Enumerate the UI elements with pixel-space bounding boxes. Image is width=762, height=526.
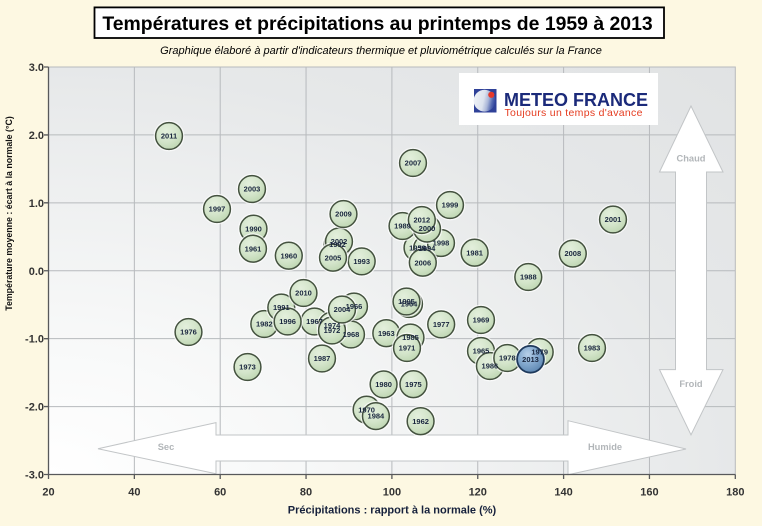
svg-text:1971: 1971	[399, 344, 416, 353]
svg-text:2009: 2009	[335, 210, 352, 219]
svg-text:1960: 1960	[280, 251, 297, 260]
svg-text:1986: 1986	[482, 362, 499, 371]
svg-text:160: 160	[640, 487, 658, 499]
svg-text:1999: 1999	[442, 201, 459, 210]
svg-text:2012: 2012	[413, 216, 430, 225]
svg-text:-1.0: -1.0	[25, 334, 44, 346]
svg-text:2004: 2004	[334, 305, 352, 314]
svg-text:80: 80	[300, 487, 312, 499]
svg-text:1980: 1980	[375, 380, 392, 389]
svg-text:1989: 1989	[394, 222, 411, 231]
svg-text:1998: 1998	[433, 239, 450, 248]
svg-text:1985: 1985	[402, 333, 419, 342]
svg-text:1997: 1997	[209, 205, 226, 214]
svg-text:2002: 2002	[331, 237, 348, 246]
svg-text:1987: 1987	[314, 354, 331, 363]
svg-text:Température moyenne : écart à: Température moyenne : écart à la normale…	[4, 116, 14, 311]
svg-text:2003: 2003	[244, 185, 261, 194]
svg-text:2001: 2001	[605, 215, 622, 224]
svg-text:1963: 1963	[378, 329, 395, 338]
svg-text:1979: 1979	[531, 348, 548, 357]
svg-text:2000: 2000	[419, 224, 436, 233]
svg-text:1990: 1990	[245, 224, 262, 233]
svg-text:40: 40	[128, 487, 140, 499]
svg-text:1996: 1996	[279, 317, 296, 326]
svg-text:1982: 1982	[256, 320, 273, 329]
svg-text:180: 180	[726, 487, 744, 499]
svg-text:140: 140	[554, 487, 572, 499]
svg-text:1984: 1984	[368, 412, 386, 421]
svg-text:2.0: 2.0	[29, 130, 44, 142]
svg-text:2007: 2007	[405, 159, 422, 168]
svg-text:2006: 2006	[414, 258, 431, 267]
svg-text:1964: 1964	[401, 300, 419, 309]
svg-text:1972: 1972	[324, 326, 341, 335]
svg-text:Humide: Humide	[588, 442, 622, 452]
svg-text:Graphique élaboré à partir d'i: Graphique élaboré à partir d'indicateurs…	[160, 45, 602, 57]
svg-text:1983: 1983	[584, 344, 601, 353]
svg-text:-2.0: -2.0	[25, 402, 44, 414]
svg-text:1974: 1974	[324, 321, 342, 330]
svg-text:2008: 2008	[564, 249, 581, 258]
svg-text:1995: 1995	[398, 297, 415, 306]
svg-text:1992: 1992	[329, 240, 346, 249]
svg-text:2013: 2013	[522, 355, 539, 364]
svg-text:1965: 1965	[473, 347, 490, 356]
svg-text:1973: 1973	[239, 363, 256, 372]
svg-text:1975: 1975	[405, 380, 422, 389]
svg-text:60: 60	[214, 487, 226, 499]
svg-text:Précipitations : rapport à la: Précipitations : rapport à la normale (%…	[288, 505, 497, 517]
svg-text:-3.0: -3.0	[25, 470, 44, 482]
svg-text:1966: 1966	[346, 302, 363, 311]
svg-text:100: 100	[383, 487, 401, 499]
svg-text:120: 120	[469, 487, 487, 499]
svg-text:1977: 1977	[433, 320, 450, 329]
svg-text:1976: 1976	[180, 328, 197, 337]
svg-text:Chaud: Chaud	[677, 154, 706, 164]
svg-text:1970: 1970	[358, 405, 375, 414]
svg-text:2005: 2005	[325, 253, 342, 262]
svg-text:Toujours un temps d'avance: Toujours un temps d'avance	[505, 107, 643, 119]
svg-text:1994: 1994	[419, 244, 437, 253]
svg-text:1959: 1959	[409, 243, 426, 252]
svg-text:2010: 2010	[295, 289, 312, 298]
svg-text:1978: 1978	[499, 354, 516, 363]
svg-text:1993: 1993	[353, 257, 370, 266]
svg-text:Sec: Sec	[158, 442, 175, 452]
svg-text:3.0: 3.0	[29, 62, 44, 74]
svg-text:1991: 1991	[273, 303, 290, 312]
svg-text:Températures et précipitations: Températures et précipitations au printe…	[102, 13, 653, 35]
svg-text:1988: 1988	[520, 273, 537, 282]
svg-text:20: 20	[42, 487, 54, 499]
svg-text:0.0: 0.0	[29, 266, 44, 278]
svg-text:1967: 1967	[306, 317, 323, 326]
svg-text:1962: 1962	[412, 417, 429, 426]
svg-text:2011: 2011	[161, 132, 177, 141]
svg-text:1.0: 1.0	[29, 198, 44, 210]
svg-text:1961: 1961	[245, 244, 262, 253]
svg-text:METEO FRANCE: METEO FRANCE	[504, 90, 648, 110]
svg-text:1968: 1968	[343, 330, 360, 339]
svg-text:1981: 1981	[466, 248, 483, 257]
svg-text:Froid: Froid	[679, 379, 703, 389]
svg-text:1969: 1969	[473, 316, 490, 325]
